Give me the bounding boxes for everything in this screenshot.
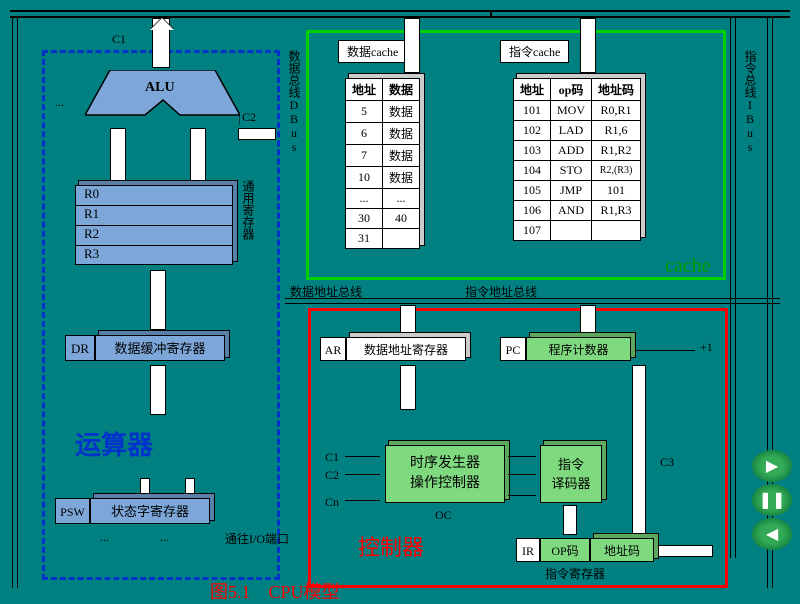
instr-cache-label: 指令cache	[500, 40, 569, 63]
ir-short: IR	[516, 538, 540, 562]
play-button[interactable]: ▶	[752, 450, 792, 482]
playback-controls: ▶ ❚❚ ◀	[752, 450, 792, 550]
pause-button[interactable]: ❚❚	[752, 484, 792, 516]
pc-arrow	[580, 305, 596, 333]
alu-label: ALU	[145, 80, 175, 96]
pc-label: 程序计数器	[526, 337, 631, 361]
decoder-box: 指令 译码器	[540, 445, 602, 503]
dec-oc3	[508, 495, 536, 496]
decoder-ir-arrow	[563, 505, 577, 535]
decoder-line1: 指令	[541, 446, 601, 473]
registers-label: 通用寄存器	[240, 180, 257, 240]
oc-line1: 时序发生器	[386, 446, 504, 472]
arrow-dr-down	[150, 365, 166, 415]
ar-short: AR	[320, 337, 346, 361]
dr-label-box: 数据缓冲寄存器	[95, 335, 225, 361]
pc-short: PC	[500, 337, 526, 361]
controller-title: 控制器	[358, 530, 424, 562]
oc-box: 时序发生器 操作控制器	[385, 445, 505, 503]
arithmetic-title: 运算器	[75, 425, 153, 462]
psw-dots2: ...	[100, 530, 109, 545]
arrow-reg-alu-2	[190, 128, 206, 183]
oc-line2: 操作控制器	[386, 472, 504, 492]
oc-cn: Cn	[325, 495, 339, 510]
reg-r2: R2	[76, 226, 232, 246]
c2-arrow	[238, 128, 276, 140]
ir-in-arrow	[658, 545, 713, 557]
decoder-line2: 译码器	[541, 473, 601, 492]
psw-short: PSW	[55, 498, 90, 524]
ar-in-arrow	[400, 365, 416, 410]
figure-caption: 图5.1 CPU模型	[210, 578, 340, 604]
psw-label: 状态字寄存器	[90, 498, 210, 524]
dec-oc1	[508, 456, 536, 457]
io-port-label: 通往I/O端口	[225, 530, 289, 547]
c3-arrow	[632, 365, 646, 535]
general-registers: R0 R1 R2 R3	[75, 185, 233, 265]
data-cache-arrow	[404, 18, 420, 73]
oc-out3	[345, 500, 380, 501]
instr-bus-label: 指令总线IBus	[742, 50, 759, 154]
reg-r3: R3	[76, 246, 232, 266]
oc-c1: C1	[325, 450, 339, 465]
c1-label: C1	[112, 32, 126, 47]
c3-label: C3	[660, 455, 674, 470]
left-vbus	[12, 18, 18, 588]
reg-r0: R0	[76, 186, 232, 206]
top-bus-split	[490, 10, 492, 18]
pc-inc-line	[635, 350, 695, 351]
addr-bus-line	[285, 298, 780, 304]
reg-r1: R1	[76, 206, 232, 226]
alu-up-arrowhead	[150, 18, 174, 30]
data-bus-label: 数据总线DBus	[286, 50, 303, 154]
psw-dots3: ...	[160, 530, 169, 545]
arrow-reg-dr	[150, 270, 166, 330]
prev-button[interactable]: ◀	[752, 518, 792, 550]
oc-out2	[345, 474, 380, 475]
psw-arrow2	[185, 478, 195, 496]
data-cache-label: 数据cache	[338, 40, 407, 63]
ir-addr: 地址码	[590, 538, 654, 562]
alu-ellipsis: ...	[55, 95, 64, 110]
ar-arrow	[400, 305, 416, 333]
ir-label: 指令寄存器	[545, 565, 605, 582]
oc-short: OC	[435, 508, 452, 523]
dr-register: DR	[65, 335, 95, 361]
dec-oc2	[508, 474, 536, 475]
instr-cache-arrow	[580, 18, 596, 73]
data-cache-table: 地址数据 5数据 6数据 7数据 10数据 ...... 3040 31	[345, 78, 420, 249]
top-bus-line	[10, 10, 790, 18]
ar-label: 数据地址寄存器	[346, 337, 466, 361]
c2-label: C2	[242, 110, 256, 125]
psw-arrow1	[140, 478, 150, 496]
arrow-reg-alu-1	[110, 128, 126, 183]
alu-shape	[85, 70, 240, 125]
ir-op: OP码	[540, 538, 590, 562]
mid-vbus	[730, 18, 736, 558]
cache-title: cache	[665, 255, 711, 278]
oc-c2: C2	[325, 468, 339, 483]
oc-out1	[345, 456, 380, 457]
instr-cache-table: 地址op码地址码 101MOVR0,R1 102LADR1,6 103ADDR1…	[513, 78, 641, 241]
pc-inc: +1	[700, 340, 713, 355]
